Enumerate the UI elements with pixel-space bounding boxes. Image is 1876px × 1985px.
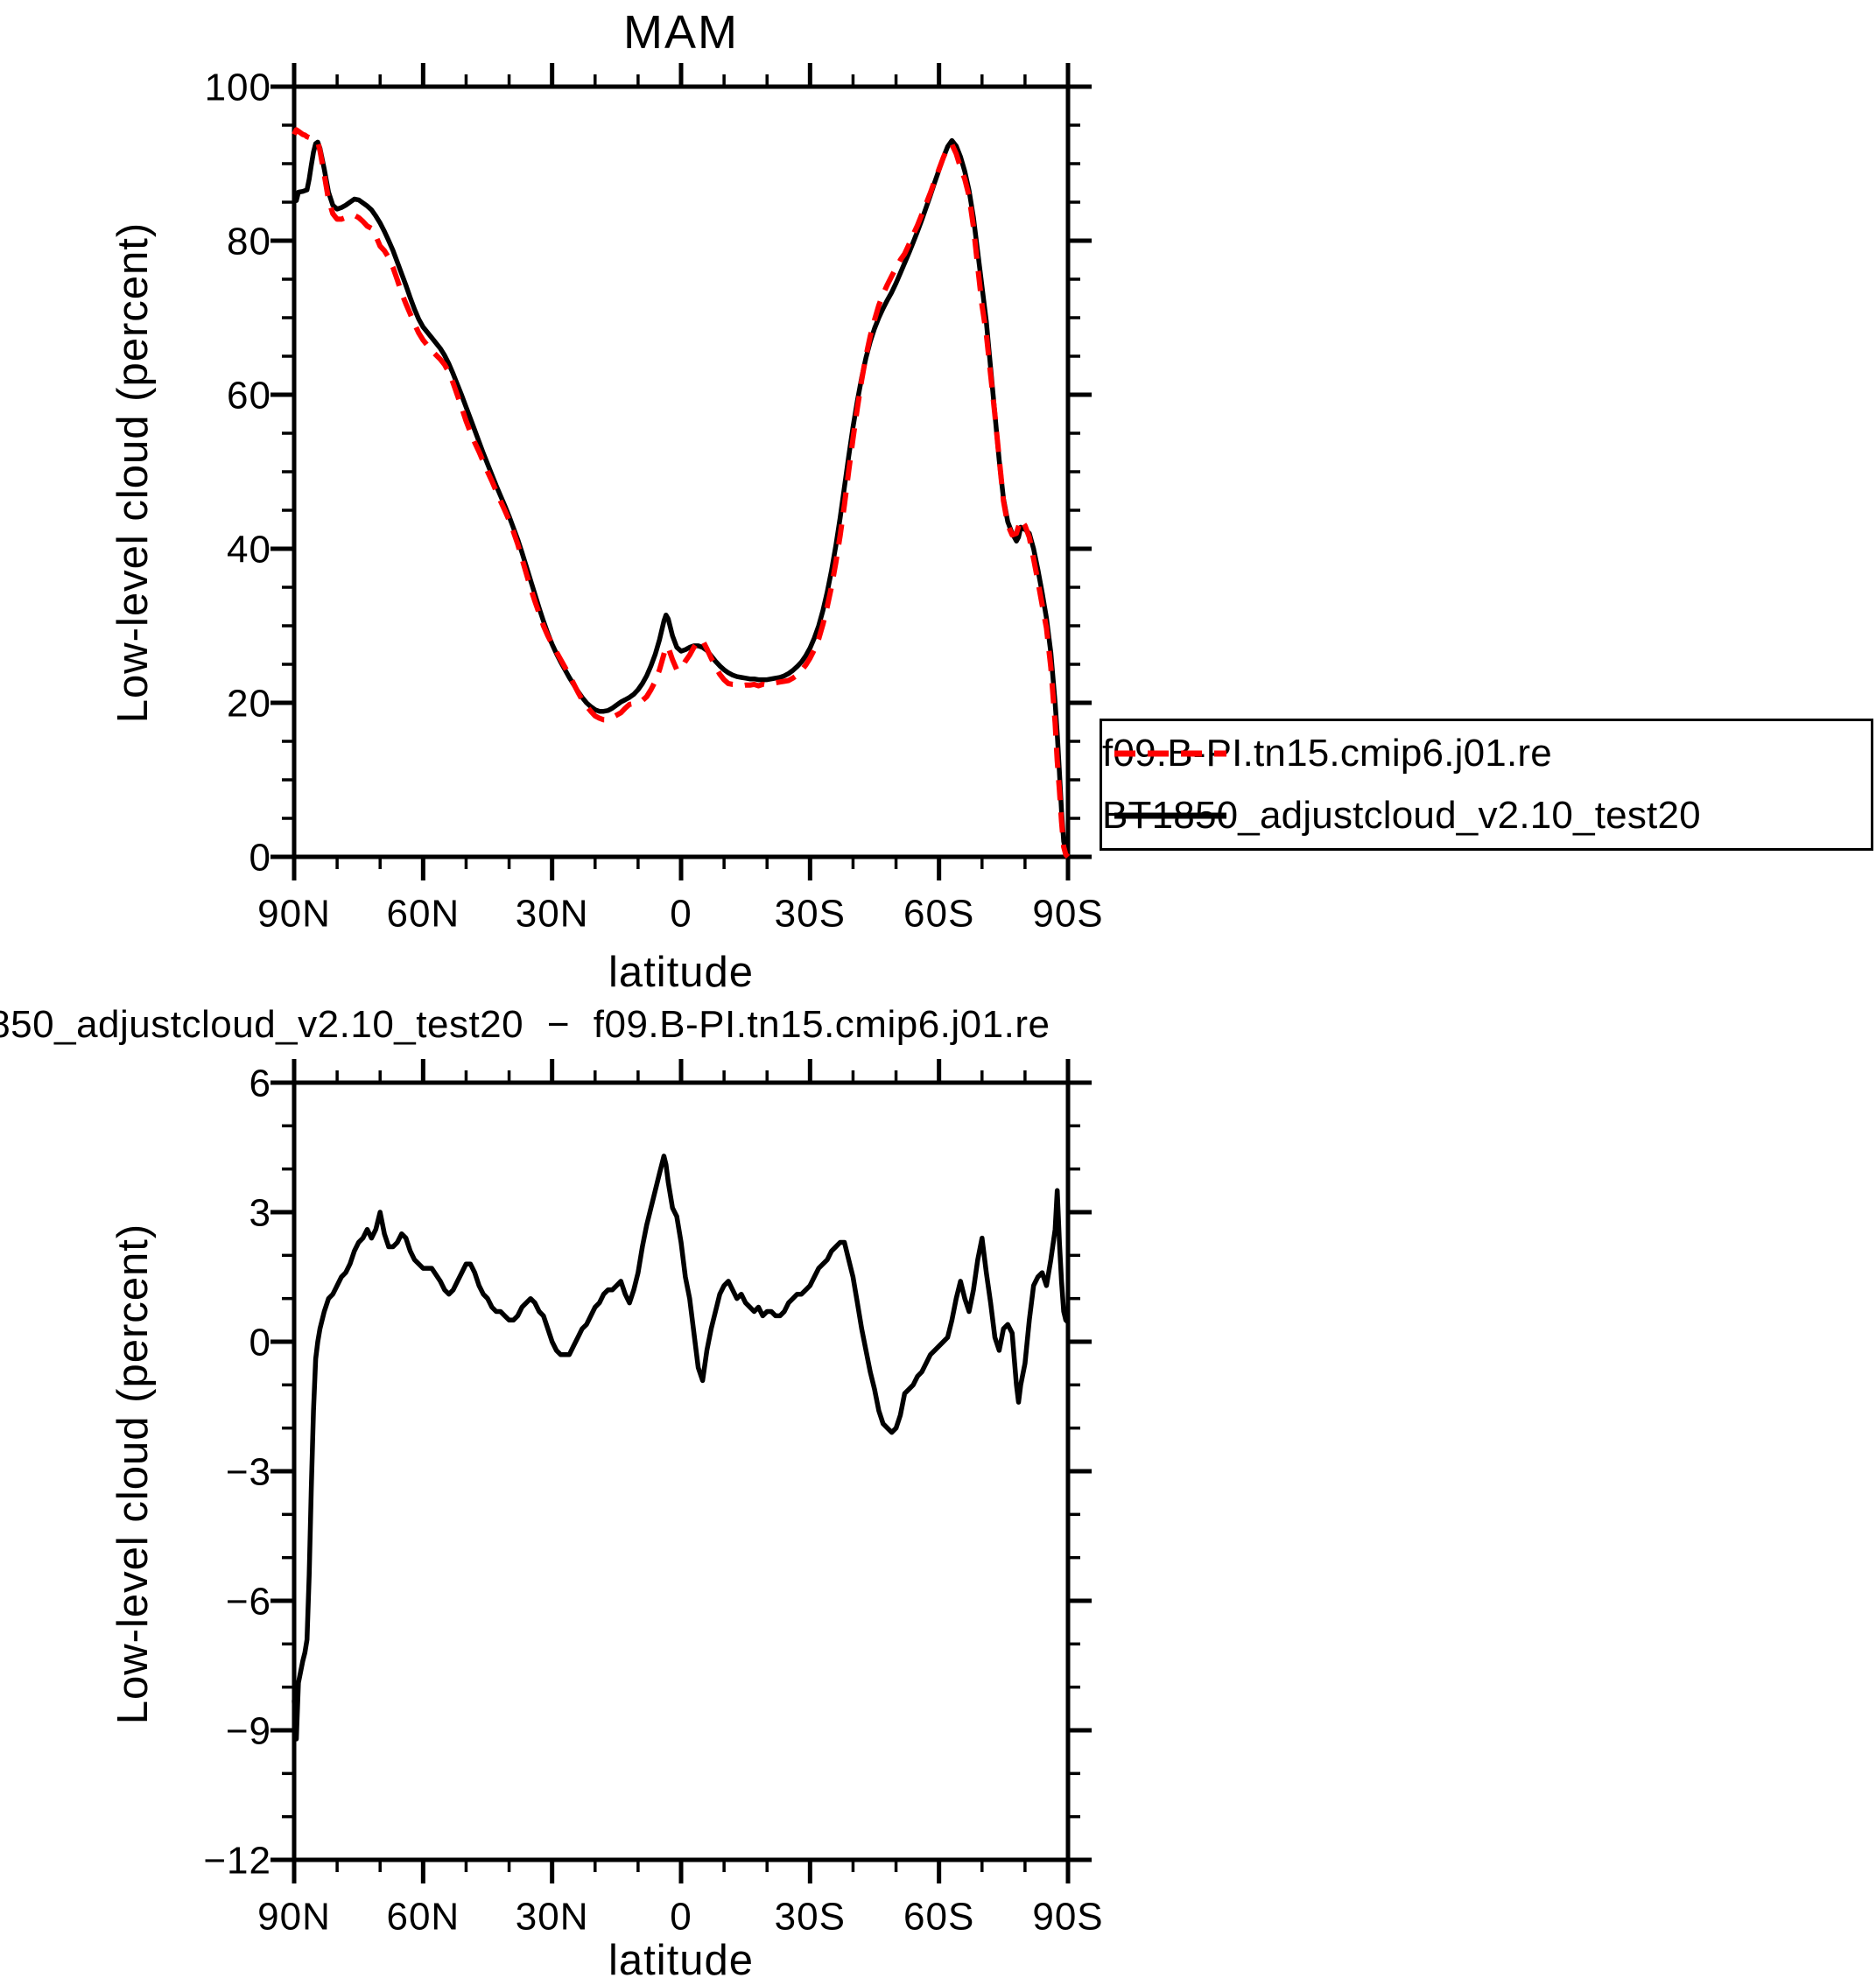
y-tick-label: 0 bbox=[249, 1321, 271, 1364]
x-tick-label: 60S bbox=[903, 892, 974, 935]
x-tick-label: 30S bbox=[775, 892, 846, 935]
axis-frame bbox=[292, 1080, 1071, 1862]
y-tick-label: −3 bbox=[226, 1450, 271, 1493]
y-axis-ticks: 0 20 40 60 80 100 bbox=[205, 66, 1092, 879]
legend-entry-bt1850: BT1850_adjustcloud_v2.10_test20 bbox=[1102, 787, 1871, 845]
x-tick-label: 60N bbox=[386, 892, 460, 935]
y-tick-label: 100 bbox=[205, 66, 271, 109]
top-x-axis-label: latitude bbox=[608, 949, 754, 996]
legend-entry-f09: f09.B-PI.tn15.cmip6.j01.re bbox=[1102, 725, 1871, 782]
series-line-bt1850 bbox=[292, 137, 1071, 855]
x-tick-label: 0 bbox=[670, 892, 692, 935]
diff-chart-title: BT1850_adjustcloud_v2.10_test20 − f09.B-… bbox=[0, 1003, 1050, 1046]
plot-area: 90N 60N 30N 0 30S 60S 90S −12 −9 −6 −3 0 3 6 bbox=[203, 1059, 1103, 1938]
y-tick-label: 3 bbox=[249, 1191, 271, 1234]
series-line-bt1850 bbox=[292, 1154, 1070, 1742]
y-tick-label: 40 bbox=[227, 528, 271, 571]
y-tick-label: −12 bbox=[203, 1839, 271, 1882]
legend-box: f09.B-PI.tn15.cmip6.j01.re BT1850_adjust… bbox=[1100, 719, 1873, 851]
y-tick-label: −6 bbox=[226, 1580, 271, 1623]
y-axis-ticks: −12 −9 −6 −3 0 3 6 bbox=[203, 1062, 1092, 1882]
plot-area: 90N 60N 30N 0 30S 60S 90S 0 20 40 60 80 100 bbox=[205, 63, 1103, 935]
y-tick-label: 60 bbox=[227, 374, 271, 417]
x-tick-label: 60S bbox=[903, 1895, 974, 1938]
x-axis-ticks: 90N 60N 30N 0 30S 60S 90S bbox=[257, 1059, 1103, 1938]
y-tick-label: −9 bbox=[226, 1709, 271, 1752]
x-axis-ticks: 90N 60N 30N 0 30S 60S 90S bbox=[257, 63, 1103, 935]
y-tick-label: 6 bbox=[249, 1062, 271, 1105]
y-tick-label: 0 bbox=[249, 836, 271, 879]
mam-line-chart: 90N 60N 30N 0 30S 60S 90S 0 20 40 60 80 100 bbox=[205, 63, 1103, 935]
dashed-red-line-icon bbox=[1114, 750, 1226, 757]
legend-label-f09: f09.B-PI.tn15.cmip6.j01.re bbox=[1102, 732, 1552, 775]
x-tick-label: 30N bbox=[516, 1895, 589, 1938]
x-tick-label: 60N bbox=[386, 1895, 460, 1938]
difference-line-chart: 90N 60N 30N 0 30S 60S 90S −12 −9 −6 −3 0 3 6 bbox=[203, 1059, 1103, 1938]
diff-x-axis-label: latitude bbox=[608, 1937, 754, 1984]
x-tick-label: 0 bbox=[670, 1895, 692, 1938]
x-tick-label: 90S bbox=[1032, 1895, 1103, 1938]
y-tick-label: 80 bbox=[227, 220, 271, 263]
solid-black-line-icon bbox=[1114, 812, 1226, 819]
x-tick-label: 30S bbox=[775, 1895, 846, 1938]
x-tick-label: 90N bbox=[257, 1895, 331, 1938]
x-tick-label: 30N bbox=[516, 892, 589, 935]
x-tick-label: 90N bbox=[257, 892, 331, 935]
y-tick-label: 20 bbox=[227, 682, 271, 725]
x-tick-label: 90S bbox=[1032, 892, 1103, 935]
axis-frame bbox=[292, 84, 1071, 859]
series-line-f09 bbox=[292, 127, 1071, 859]
top-chart-title: MAM bbox=[623, 6, 739, 59]
